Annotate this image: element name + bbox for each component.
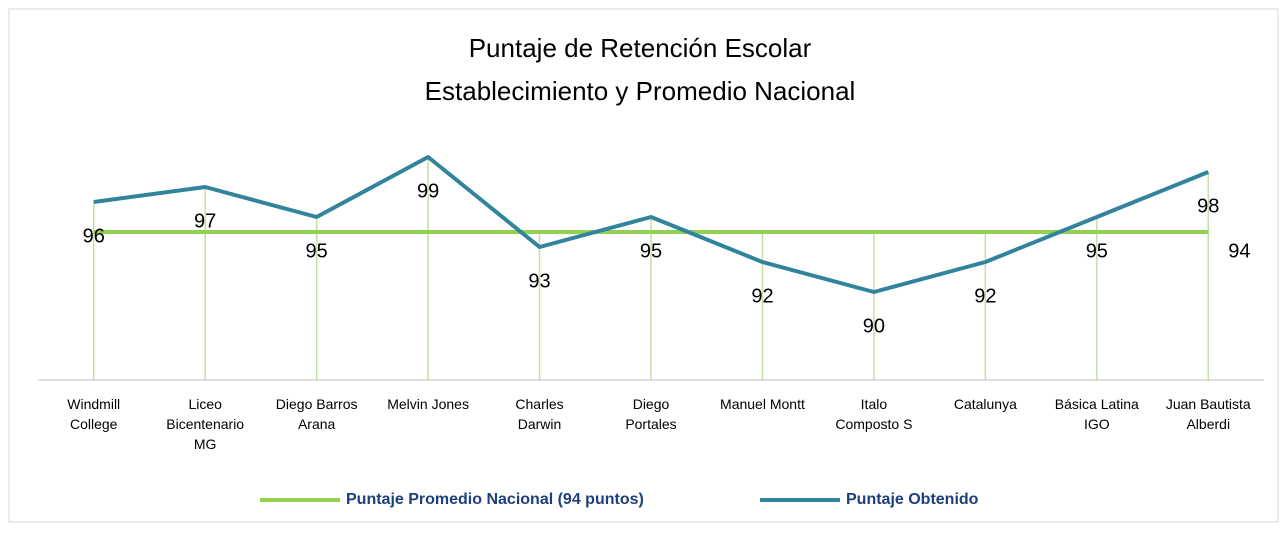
x-tick-label: Charles Darwin xyxy=(515,396,563,432)
chart-title: Puntaje de Retención Escolar xyxy=(469,33,812,63)
data-label: 93 xyxy=(528,270,550,292)
data-label: 92 xyxy=(751,285,773,307)
legend-label: Puntaje Promedio Nacional (94 puntos) xyxy=(346,491,644,508)
x-tick-label: Diego Portales xyxy=(625,396,676,432)
x-tick-label: Básica Latina IGO xyxy=(1055,396,1139,432)
x-tick-label-line: Composto S xyxy=(835,416,912,432)
x-tick-label-line: Melvin Jones xyxy=(387,396,469,412)
chart-border xyxy=(8,8,1279,523)
x-tick-label-line: IGO xyxy=(1084,416,1110,432)
x-tick-label-line: Liceo xyxy=(188,396,222,412)
data-label: 95 xyxy=(1086,240,1108,262)
x-tick-label-line: Juan Bautista xyxy=(1166,396,1251,412)
x-tick-label-line: Diego Barros xyxy=(276,396,358,412)
data-label: 98 xyxy=(1197,195,1219,217)
series-line xyxy=(93,155,1210,294)
x-tick-label-line: Arana xyxy=(298,416,336,432)
legend-label: Puntaje Obtenido xyxy=(846,491,979,508)
x-tick-label: Windmill College xyxy=(67,396,120,432)
x-tick-label-line: Alberdi xyxy=(1186,416,1230,432)
x-tick-label: Diego Barros Arana xyxy=(276,396,358,432)
x-tick-label: Juan Bautista Alberdi xyxy=(1166,396,1251,432)
data-label: 95 xyxy=(640,240,662,262)
x-tick-label: Melvin Jones xyxy=(387,396,469,412)
x-tick-label: Italo Composto S xyxy=(835,396,912,432)
x-tick-label-line: MG xyxy=(194,436,217,452)
x-tick-label: Catalunya xyxy=(954,396,1017,412)
x-tick-label: Liceo Bicentenario MG xyxy=(166,396,244,452)
data-label: 94 xyxy=(1228,240,1250,262)
data-label: 90 xyxy=(863,315,885,337)
chart-subtitle: Establecimiento y Promedio Nacional xyxy=(425,76,856,106)
x-tick-label-line: Windmill xyxy=(67,396,120,412)
data-label: 96 xyxy=(83,225,105,247)
x-tick-label-line: Diego xyxy=(633,396,670,412)
data-label: 97 xyxy=(194,210,216,232)
x-tick-label-line: Portales xyxy=(625,416,676,432)
x-tick-label-line: Italo xyxy=(861,396,888,412)
data-label: 95 xyxy=(306,240,328,262)
x-tick-label-line: Catalunya xyxy=(954,396,1017,412)
x-tick-label-line: Darwin xyxy=(518,416,562,432)
x-tick-label-line: College xyxy=(70,416,118,432)
x-tick-label-line: Charles xyxy=(515,396,563,412)
x-tick-label-line: Manuel Montt xyxy=(720,396,805,412)
data-label: 92 xyxy=(974,285,996,307)
data-label: 99 xyxy=(417,180,439,202)
x-tick-label: Manuel Montt xyxy=(720,396,805,412)
x-tick-label-line: Básica Latina xyxy=(1055,396,1139,412)
x-tick-label-line: Bicentenario xyxy=(166,416,244,432)
